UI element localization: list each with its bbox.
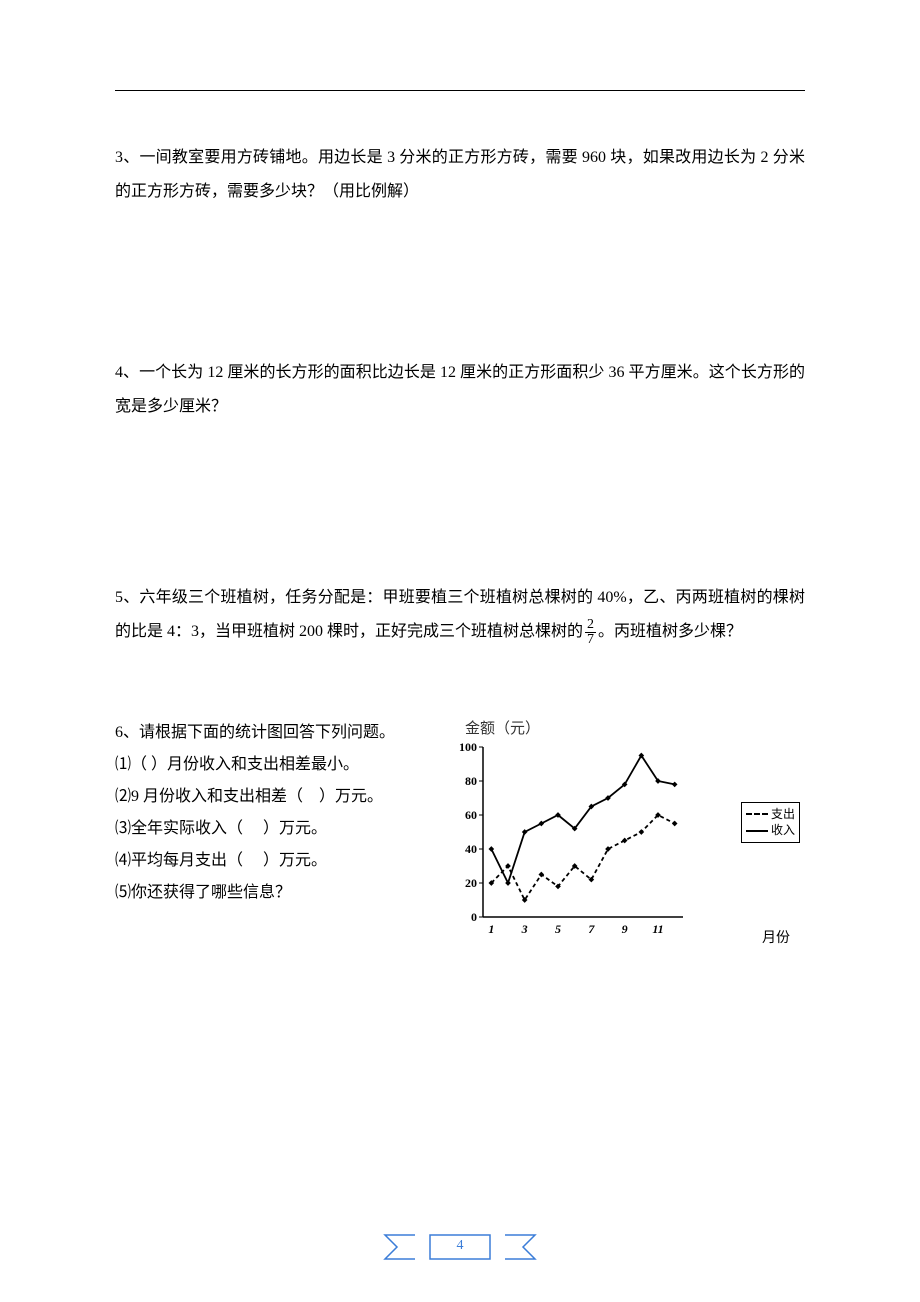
svg-text:7: 7 — [588, 922, 595, 936]
answer-space-4 — [115, 431, 805, 581]
line-chart: 0 20 40 60 80 100 1 3 5 7 9 11 — [445, 742, 705, 942]
svg-text:40: 40 — [465, 842, 477, 856]
question-6: 6、请根据下面的统计图回答下列问题。 ⑴（ ）月份收入和支出相差最小。 ⑵9 月… — [115, 717, 805, 957]
legend-line-dashed-icon — [746, 813, 768, 815]
svg-text:60: 60 — [465, 808, 477, 822]
chart-x-axis-title: 月份 — [762, 927, 790, 947]
question-6-sub-5: ⑸你还获得了哪些信息？ — [115, 877, 435, 909]
legend-expense: 支出 — [746, 806, 795, 823]
question-6-sub-3: ⑶全年实际收入（ ）万元。 — [115, 813, 435, 845]
svg-text:100: 100 — [459, 742, 477, 754]
page-number: 4 — [375, 1238, 545, 1254]
question-5-text-b: 。丙班植树多少棵？ — [598, 623, 742, 640]
legend-income: 收入 — [746, 822, 795, 839]
legend-line-solid-icon — [746, 830, 768, 832]
svg-text:1: 1 — [488, 922, 494, 936]
chart-container: 金额（元） 0 20 40 60 80 100 1 3 5 7 9 11 支出 收入 月份 — [435, 717, 805, 957]
page-footer: 4 — [0, 1232, 920, 1267]
svg-text:9: 9 — [622, 922, 628, 936]
question-3: 3、一间教室要用方砖铺地。用边长是 3 分米的正方形方砖，需要 960 块，如果… — [115, 141, 805, 208]
svg-text:3: 3 — [521, 922, 528, 936]
svg-text:0: 0 — [471, 910, 477, 924]
answer-space-5 — [115, 657, 805, 717]
question-6-sub-1: ⑴（ ）月份收入和支出相差最小。 — [115, 749, 435, 781]
question-5: 5、六年级三个班植树，任务分配是：甲班要植三个班植树总棵树的 40%，乙、丙两班… — [115, 581, 805, 648]
chart-y-axis-title: 金额（元） — [465, 717, 805, 738]
fraction-denominator: 7 — [585, 633, 596, 647]
fraction-2-7: 27 — [585, 618, 596, 647]
svg-text:11: 11 — [652, 922, 663, 936]
question-6-sub-2: ⑵9 月份收入和支出相差（ ）万元。 — [115, 781, 435, 813]
legend-income-label: 收入 — [771, 822, 795, 839]
question-6-sub-4: ⑷平均每月支出（ ）万元。 — [115, 845, 435, 877]
svg-text:80: 80 — [465, 774, 477, 788]
question-6-lead: 6、请根据下面的统计图回答下列问题。 — [115, 717, 435, 749]
chart-legend: 支出 收入 — [741, 802, 800, 844]
answer-space-3 — [115, 216, 805, 356]
top-rule — [115, 90, 805, 91]
legend-expense-label: 支出 — [771, 806, 795, 823]
svg-text:20: 20 — [465, 876, 477, 890]
fraction-numerator: 2 — [585, 618, 596, 633]
svg-text:5: 5 — [555, 922, 561, 936]
question-4: 4、一个长为 12 厘米的长方形的面积比边长是 12 厘米的正方形面积少 36 … — [115, 356, 805, 423]
